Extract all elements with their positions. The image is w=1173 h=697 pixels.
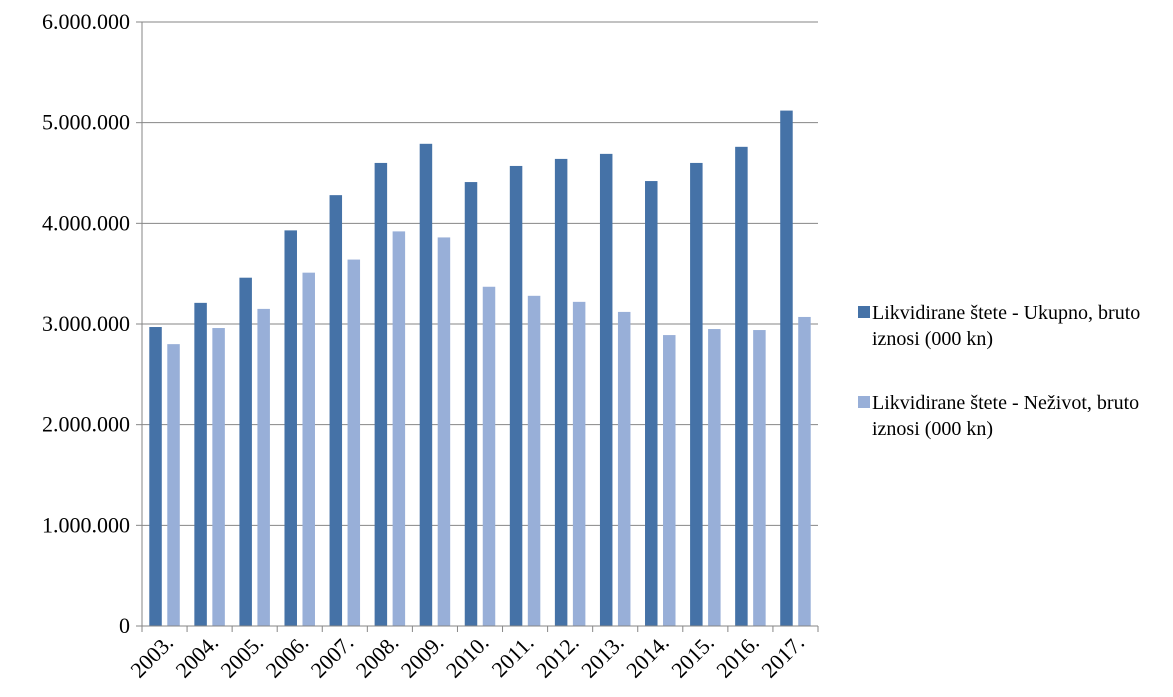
legend-label-ukupno: Likvidirane štete - Ukupno, bruto iznosi… (872, 302, 1141, 350)
bar-nezivot (212, 328, 225, 626)
legend-swatch-nezivot (858, 396, 870, 408)
bar-nezivot (167, 344, 180, 626)
bar-nezivot (392, 231, 406, 627)
bar-nezivot (798, 316, 811, 626)
gridlines (142, 21, 818, 526)
axes (136, 21, 819, 632)
bar-nezivot (572, 301, 586, 626)
bar-nezivot (527, 295, 541, 626)
bar-ukupno (599, 153, 613, 626)
x-tick-label: 2015. (666, 630, 719, 683)
x-tick-label: 2014. (621, 630, 674, 683)
x-tick-label: 2010. (441, 630, 494, 683)
x-tick-label: 2009. (396, 630, 449, 683)
y-tick-label: 6.000.000 (42, 9, 130, 34)
legend: Likvidirane štete - Ukupno, bruto iznosi… (858, 300, 1168, 480)
y-tick-labels: 0 1.000.000 2.000.000 3.000.000 4.000.000 5.0… (42, 9, 130, 638)
legend-item-nezivot: Likvidirane štete - Neživot, bruto iznos… (858, 390, 1168, 442)
bar-nezivot (663, 335, 676, 626)
y-tick-label: 0 (119, 613, 130, 638)
x-tick-label: 2005. (216, 630, 269, 683)
bar-ukupno (780, 110, 793, 626)
bars (149, 110, 811, 627)
x-tick-labels: 2003.2004.2005.2006.2007.2008.2009.2010.… (125, 630, 809, 683)
bar-nezivot (347, 259, 361, 626)
bar-nezivot (302, 272, 315, 626)
bar-ukupno (419, 143, 433, 626)
bar-nezivot (482, 286, 496, 626)
bar-ukupno (329, 195, 343, 626)
x-tick-label: 2016. (711, 630, 764, 683)
bar-ukupno (194, 302, 207, 626)
bar-nezivot (708, 329, 721, 626)
bar-ukupno (284, 230, 297, 626)
y-tick-label: 5.000.000 (42, 110, 130, 135)
bar-nezivot (753, 330, 766, 626)
y-tick-label: 2.000.000 (42, 412, 130, 437)
y-tick-label: 4.000.000 (42, 210, 130, 235)
bar-nezivot (617, 311, 631, 626)
x-tick-label: 2003. (125, 630, 178, 683)
y-tick-label: 1.000.000 (42, 512, 130, 537)
bar-ukupno (645, 181, 658, 626)
x-tick-label: 2017. (756, 630, 809, 683)
bar-ukupno (374, 162, 388, 626)
bar-ukupno (239, 277, 252, 626)
x-tick-label: 2008. (351, 630, 404, 683)
bar-nezivot (257, 308, 270, 626)
y-tick-label: 3.000.000 (42, 311, 130, 336)
bar-ukupno (149, 327, 162, 626)
bar-nezivot (437, 237, 451, 626)
legend-swatch-ukupno (858, 306, 870, 318)
x-tick-label: 2011. (486, 630, 538, 682)
bar-ukupno (464, 182, 478, 626)
x-tick-label: 2013. (576, 630, 629, 683)
bar-ukupno (509, 165, 523, 626)
x-tick-label: 2007. (306, 630, 359, 683)
bar-ukupno (554, 158, 568, 626)
bar-ukupno (690, 162, 703, 626)
legend-item-ukupno: Likvidirane štete - Ukupno, bruto iznosi… (858, 300, 1168, 352)
x-tick-label: 2004. (170, 630, 223, 683)
bar-ukupno (735, 146, 748, 626)
legend-label-nezivot: Likvidirane štete - Neživot, bruto iznos… (872, 392, 1140, 440)
x-tick-label: 2006. (261, 630, 314, 683)
x-tick-label: 2012. (531, 630, 584, 683)
